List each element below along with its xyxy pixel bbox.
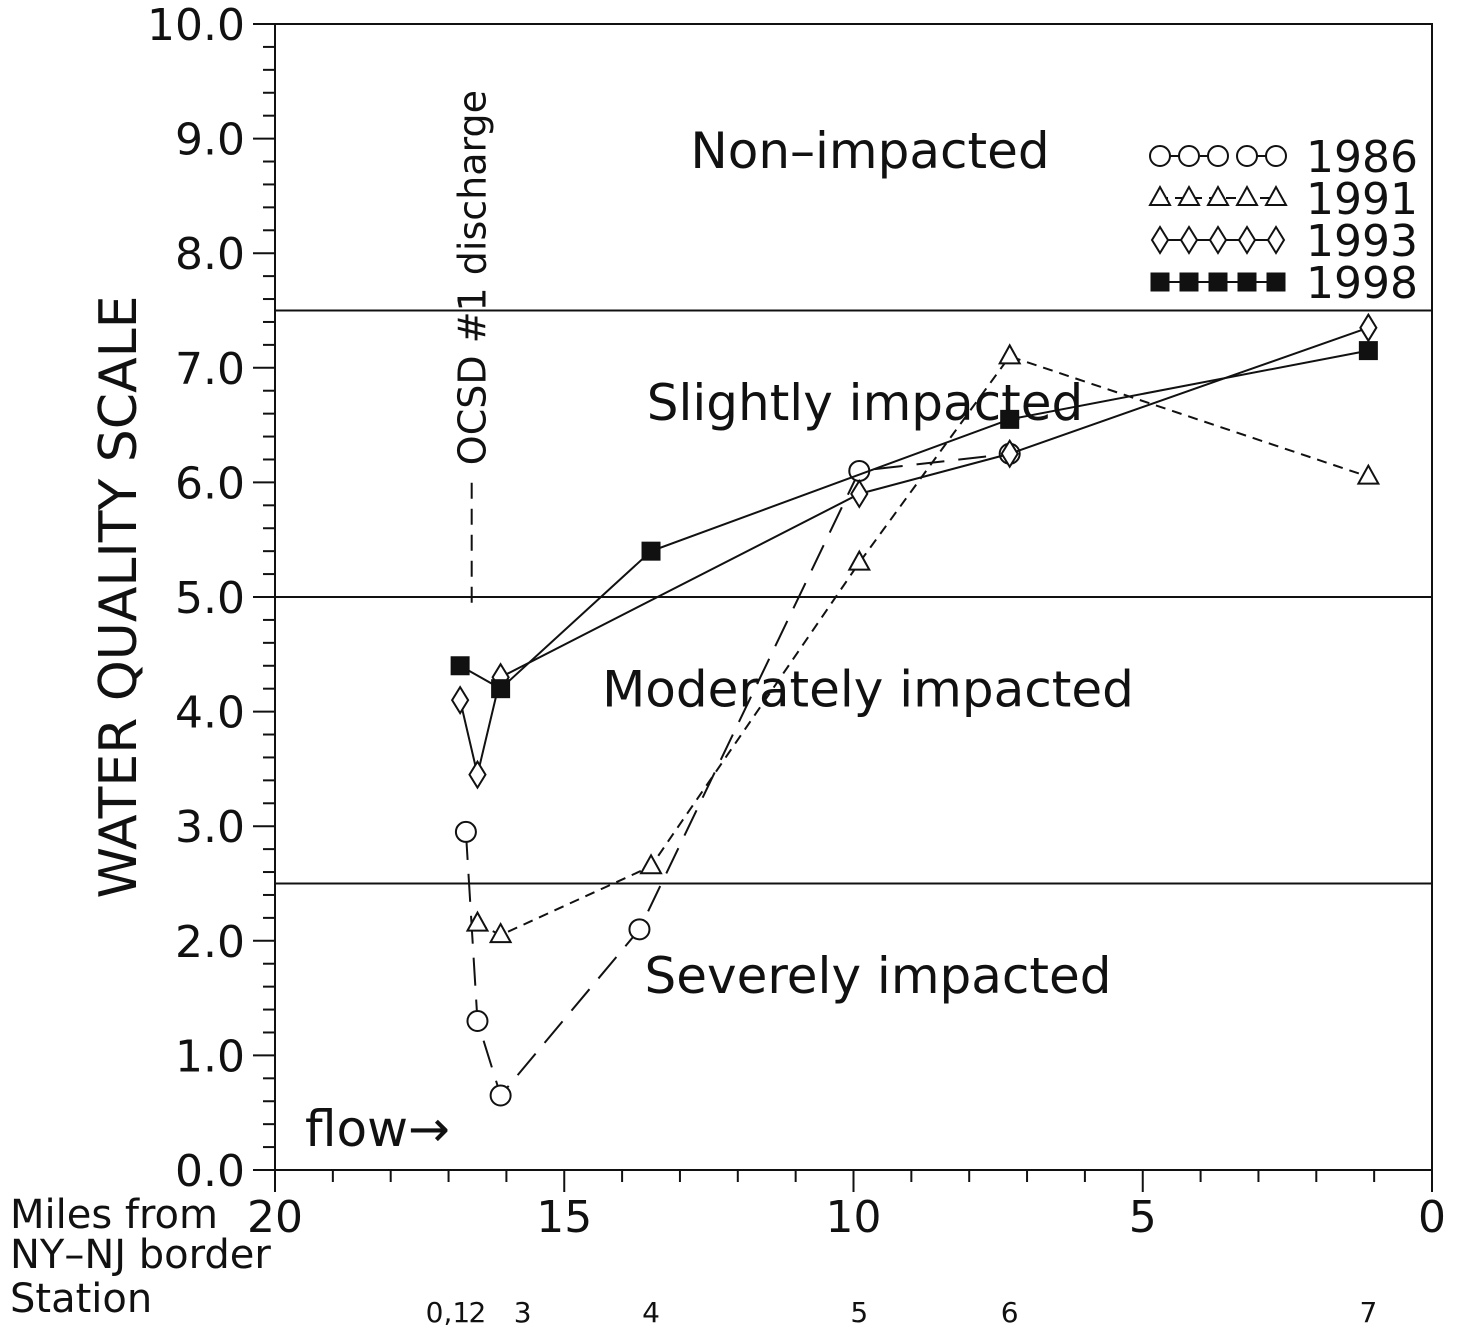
legend-marker [1207, 145, 1229, 167]
series-1998 [450, 341, 1378, 699]
x-tick-label: 10 [826, 1192, 882, 1243]
y-tick-label: 6.0 [175, 458, 245, 509]
data-point-1998 [450, 656, 470, 676]
legend-label: 1993 [1306, 216, 1418, 267]
data-point-1998 [1358, 341, 1378, 361]
legend-marker [1178, 145, 1200, 167]
data-point-1991 [1356, 463, 1381, 485]
legend-marker [1266, 225, 1286, 255]
axes: 0.0 1.0 2.0 3.0 4.0 5.0 6.0 7.0 8.0 9.0 10.0 20 15 10… [147, 0, 1446, 1243]
legend-entry-1986: 1986 [1149, 132, 1418, 183]
y-tick-label: 9.0 [175, 115, 245, 166]
legend-marker [1265, 145, 1287, 167]
x-tick-label: 15 [536, 1192, 592, 1243]
legend-marker [1237, 225, 1257, 255]
legend-label: 1986 [1306, 132, 1418, 183]
data-point-1986 [489, 1084, 512, 1107]
y-tick-label: 5.0 [175, 573, 245, 624]
legend-marker [1237, 272, 1257, 292]
y-tick-label: 3.0 [175, 802, 245, 853]
y-tick-label: 7.0 [175, 344, 245, 395]
series-line-1986 [464, 452, 1010, 1098]
data-point-1993 [1000, 438, 1019, 469]
zone-label: Non–impacted [690, 122, 1049, 180]
legend-marker [1208, 272, 1228, 292]
flow-label: flow→ [305, 1100, 450, 1158]
x-axis-title-line2: NY–NJ border [10, 1232, 271, 1278]
legend-entry-1991: 1991 [1148, 174, 1418, 225]
data-point-1991 [997, 343, 1022, 365]
legend-marker [1149, 145, 1171, 167]
station-label: 0,1 [426, 1296, 471, 1329]
legend-marker [1266, 272, 1286, 292]
data-point-1986 [628, 918, 651, 941]
y-tick-label: 0.0 [175, 1146, 245, 1197]
legend-marker [1179, 225, 1199, 255]
series-1991 [465, 343, 1381, 944]
legend-marker [1206, 184, 1230, 206]
legend-marker [1235, 184, 1259, 206]
zone-boundary-lines [275, 309, 1432, 885]
data-point-1993 [468, 759, 487, 790]
data-point-1993 [850, 478, 869, 509]
data-point-1991 [488, 922, 513, 944]
y-tick-label: 10.0 [147, 0, 245, 51]
station-label: 5 [850, 1296, 868, 1329]
legend-marker [1148, 184, 1172, 206]
legend-marker [1264, 184, 1288, 206]
legend-marker [1208, 225, 1228, 255]
legend-entry-1993: 1993 [1150, 216, 1418, 267]
data-point-1998 [491, 679, 511, 699]
station-label: 3 [514, 1296, 532, 1329]
discharge-label: OCSD #1 discharge [451, 90, 495, 465]
legend-marker [1150, 272, 1170, 292]
station-label: 7 [1359, 1296, 1377, 1329]
data-point-1993 [1359, 312, 1378, 343]
station-label: 4 [642, 1296, 660, 1329]
legend-marker [1150, 225, 1170, 255]
y-axis-title: WATER QUALITY SCALE [89, 295, 149, 898]
axis-labels: 0,12 3 4 5 6 7 flow→ WATER QUALITY SCALE Miles f… [10, 295, 1377, 1329]
series-1986 [454, 442, 1021, 1107]
legend-entry-1998: 1998 [1150, 258, 1418, 309]
x-tick-label: 20 [247, 1192, 303, 1243]
discharge-annotation: OCSD #1 discharge [451, 90, 495, 603]
data-point-1993 [450, 685, 470, 716]
data-point-1991 [847, 549, 871, 571]
y-tick-label: 4.0 [175, 688, 245, 739]
series-1993 [450, 312, 1378, 790]
station-label: 6 [1001, 1296, 1019, 1329]
data-point-1991 [465, 910, 490, 932]
x-tick-label: 5 [1129, 1192, 1157, 1243]
series-line-1993 [459, 326, 1369, 775]
zone-label: Moderately impacted [602, 661, 1134, 719]
data-point-1986 [466, 1010, 489, 1033]
data-point-1998 [1000, 409, 1020, 429]
legend-marker [1236, 145, 1258, 167]
station-label: 2 [469, 1296, 487, 1329]
series-line-1991 [477, 355, 1369, 937]
x-axis-title-line1: Miles from [10, 1192, 218, 1238]
legend-label: 1991 [1306, 174, 1418, 225]
y-tick-label: 2.0 [175, 917, 245, 968]
y-tick-label: 1.0 [175, 1031, 245, 1082]
x-tick-label: 0 [1418, 1192, 1446, 1243]
series-group [450, 312, 1381, 1107]
zone-label: Severely impacted [644, 947, 1111, 1005]
data-point-1986 [454, 820, 477, 843]
legend-marker [1177, 184, 1201, 206]
legend-marker [1179, 272, 1199, 292]
data-point-1998 [641, 541, 661, 561]
station-row-label: Station [10, 1276, 152, 1322]
y-tick-label: 8.0 [175, 229, 245, 280]
data-point-1991 [639, 853, 663, 875]
legend-label: 1998 [1306, 258, 1418, 309]
